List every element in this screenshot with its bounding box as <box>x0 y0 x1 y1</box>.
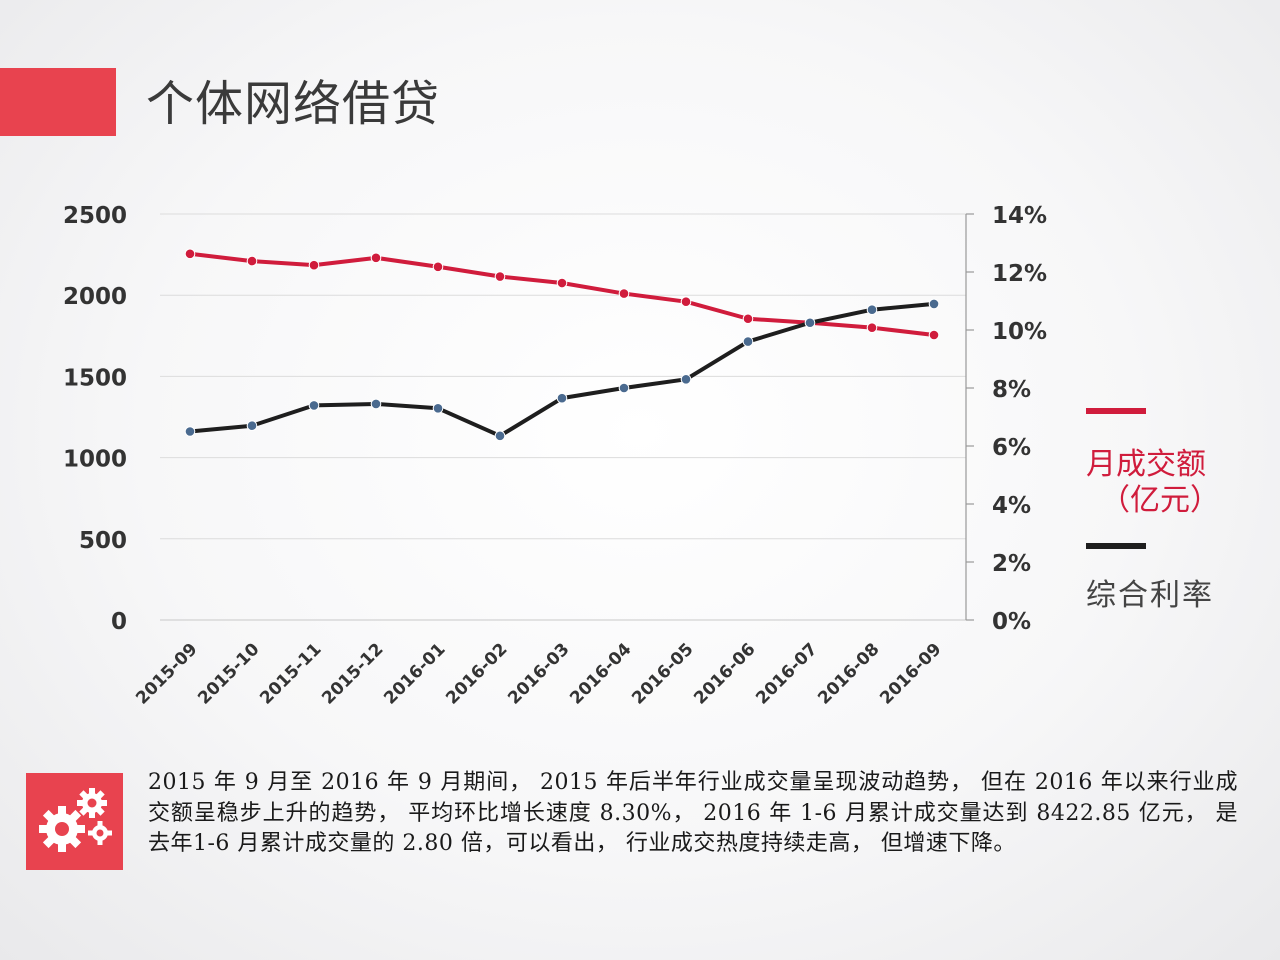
description-text: 2015 年 9 月至 2016 年 9 月期间， 2015 年后半年行业成交量… <box>148 770 1238 856</box>
data-point <box>432 261 444 273</box>
data-point <box>494 430 506 442</box>
data-point <box>618 382 630 394</box>
x-tick-label: 2015-11 <box>256 639 325 708</box>
y-right-tick-label: 10% <box>992 319 1047 345</box>
gears-icon <box>26 773 123 870</box>
data-point <box>928 329 940 341</box>
x-tick-label: 2015-12 <box>318 639 387 708</box>
y-left-tick-label: 2500 <box>63 203 127 229</box>
data-point <box>928 298 940 310</box>
y-left-tick-label: 2000 <box>63 284 127 310</box>
data-point <box>556 392 568 404</box>
data-point <box>184 248 196 260</box>
y-right-tick-label: 12% <box>992 261 1047 287</box>
x-tick-label: 2016-03 <box>504 639 573 708</box>
x-tick-label: 2016-06 <box>690 639 759 708</box>
y-right-tick-label: 0% <box>992 609 1031 635</box>
y-right-tick-label: 4% <box>992 493 1031 519</box>
data-point <box>742 336 754 347</box>
data-point <box>308 259 320 271</box>
data-point <box>804 317 816 329</box>
x-tick-label: 2016-07 <box>752 639 821 708</box>
y-right-tick-label: 6% <box>992 435 1031 461</box>
series-line-1 <box>188 251 936 337</box>
title-accent-bar <box>0 68 116 136</box>
legend-label-rate: 综合利率 <box>1086 578 1214 613</box>
legend-label-volume: 月成交额 <box>1086 447 1206 482</box>
data-point <box>308 400 320 411</box>
data-point <box>866 304 878 315</box>
data-point <box>556 277 568 289</box>
y-left-tick-label: 1500 <box>63 365 127 391</box>
x-tick-label: 2015-10 <box>194 639 263 708</box>
data-point <box>866 322 878 333</box>
data-point <box>184 426 196 437</box>
x-tick-label: 2016-05 <box>628 639 697 708</box>
y-left-tick-label: 0 <box>111 609 127 635</box>
data-point <box>680 374 692 385</box>
x-tick-label: 2015-09 <box>132 639 201 708</box>
legend-swatch-volume <box>1086 408 1146 414</box>
data-point <box>246 420 258 431</box>
x-tick-label: 2016-04 <box>566 639 635 708</box>
data-point <box>246 255 258 267</box>
data-point <box>680 296 692 307</box>
y-right-tick-label: 14% <box>992 203 1047 229</box>
legend-swatch-rate <box>1086 543 1146 549</box>
data-point <box>742 313 754 325</box>
data-point <box>370 252 382 264</box>
y-right-tick-label: 2% <box>992 551 1031 577</box>
y-right-tick-label: 8% <box>992 377 1031 403</box>
legend-label-volume-unit: （亿元） <box>1100 483 1220 518</box>
data-point <box>432 403 444 414</box>
data-point <box>370 398 382 410</box>
y-left-tick-label: 500 <box>79 528 127 554</box>
x-tick-label: 2016-09 <box>876 639 945 708</box>
data-point <box>618 288 630 299</box>
y-left-tick-label: 1000 <box>63 447 127 473</box>
page-title: 个体网络借贷 <box>146 76 441 132</box>
x-tick-label: 2016-02 <box>442 639 511 708</box>
x-tick-label: 2016-01 <box>380 639 449 708</box>
x-tick-label: 2016-08 <box>814 639 883 708</box>
data-point <box>494 271 506 282</box>
line-chart: 0 500 1000 1500 2000 2500 0% 2% 4% 6% 8% 10% 12% 14% 2… <box>63 203 1047 709</box>
